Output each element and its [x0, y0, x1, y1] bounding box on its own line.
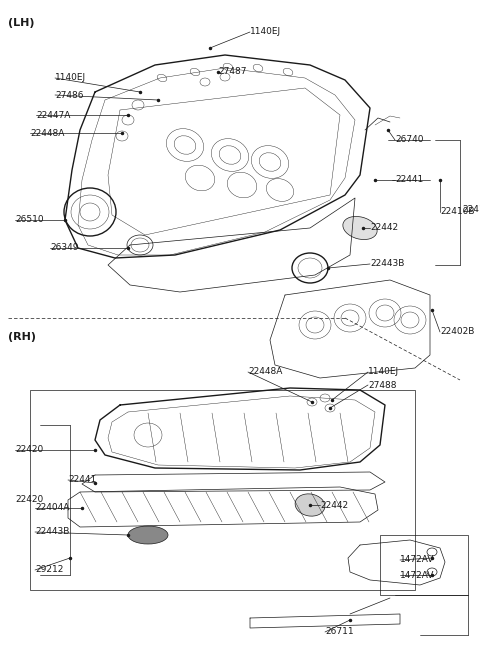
Bar: [30, 390, 415, 590]
Text: 22448A: 22448A: [248, 367, 282, 377]
Text: 1140EJ: 1140EJ: [368, 367, 399, 377]
Bar: [380, 535, 468, 595]
Text: 22448A: 22448A: [30, 129, 64, 138]
Text: 22442: 22442: [320, 501, 348, 510]
Text: (RH): (RH): [8, 332, 36, 342]
Text: 22404A: 22404A: [35, 504, 70, 512]
Text: 22447A: 22447A: [36, 110, 71, 119]
Text: 22410B: 22410B: [440, 207, 475, 216]
Ellipse shape: [128, 526, 168, 544]
Text: 22420: 22420: [15, 495, 43, 504]
Text: 22441: 22441: [395, 176, 423, 184]
Text: 29212: 29212: [35, 565, 63, 575]
Text: 22443B: 22443B: [370, 260, 404, 268]
Text: 22441: 22441: [68, 476, 96, 485]
Text: 1472AV: 1472AV: [400, 571, 434, 579]
Text: 1472AV: 1472AV: [400, 556, 434, 565]
Ellipse shape: [343, 216, 377, 239]
Text: 1140EJ: 1140EJ: [55, 73, 86, 83]
Text: 22442: 22442: [370, 224, 398, 232]
Text: (LH): (LH): [8, 18, 35, 28]
Text: 27487: 27487: [218, 68, 247, 77]
Text: 26510: 26510: [15, 216, 44, 224]
Ellipse shape: [295, 494, 325, 516]
Text: 26349: 26349: [50, 243, 79, 253]
Text: 26740: 26740: [395, 136, 423, 144]
Text: 27486: 27486: [55, 91, 84, 100]
Text: 1140EJ: 1140EJ: [250, 28, 281, 37]
Text: 22443B: 22443B: [35, 527, 70, 537]
Text: 22410B: 22410B: [462, 205, 480, 215]
Text: 27488: 27488: [368, 380, 396, 390]
Text: 22420: 22420: [15, 445, 43, 455]
Text: 22402B: 22402B: [440, 327, 474, 337]
Text: 26711: 26711: [325, 628, 354, 636]
